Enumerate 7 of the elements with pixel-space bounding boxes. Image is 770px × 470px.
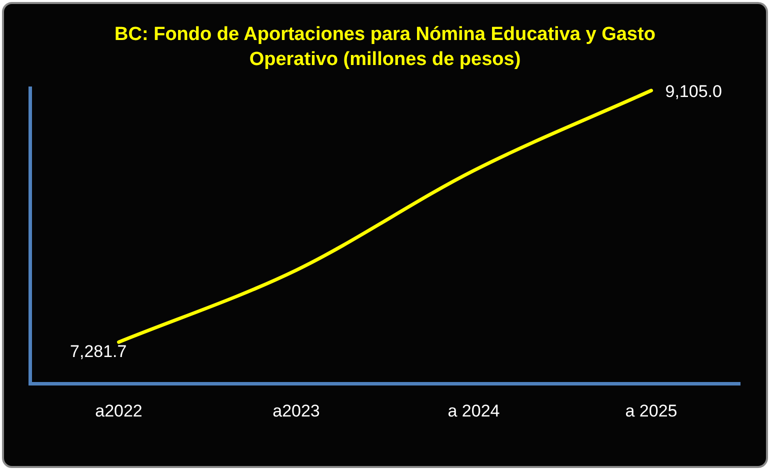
x-tick-label: a2022	[95, 401, 142, 420]
x-tick-label: a 2024	[448, 401, 500, 420]
chart-title: BC: Fondo de Aportaciones para Nómina Educativa y Gasto Operativo (millones de pesos)	[114, 23, 656, 72]
x-tick-label: a 2025	[625, 401, 678, 420]
x-tick-label: a2023	[272, 401, 320, 420]
data-label: 9,105.0	[665, 82, 722, 102]
data-label: 7,281.7	[70, 342, 127, 361]
